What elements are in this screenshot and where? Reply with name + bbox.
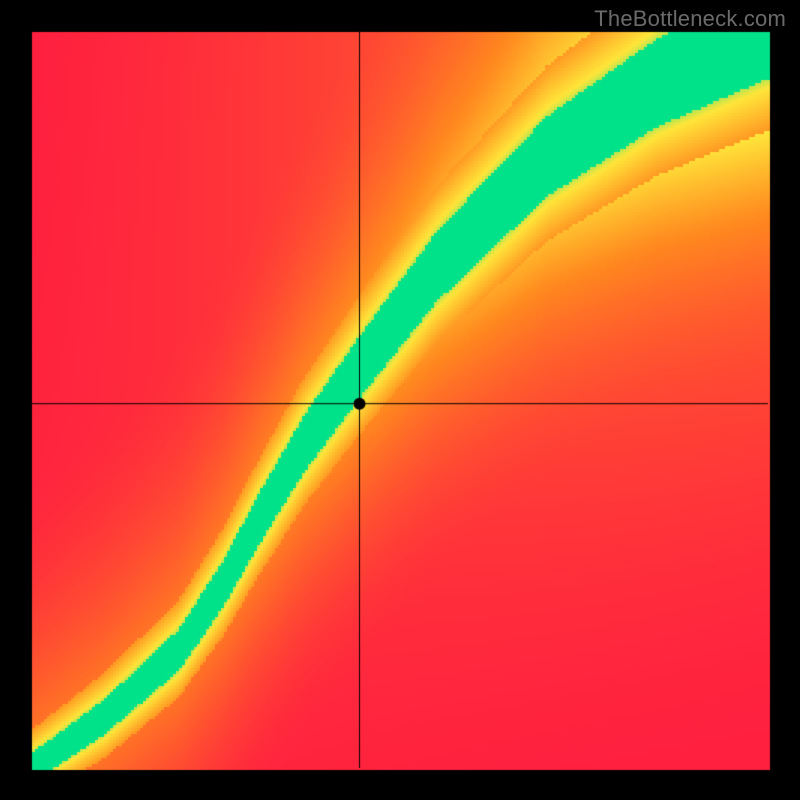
chart-container: TheBottleneck.com [0,0,800,800]
heatmap-canvas [0,0,800,800]
watermark-text: TheBottleneck.com [594,6,786,32]
